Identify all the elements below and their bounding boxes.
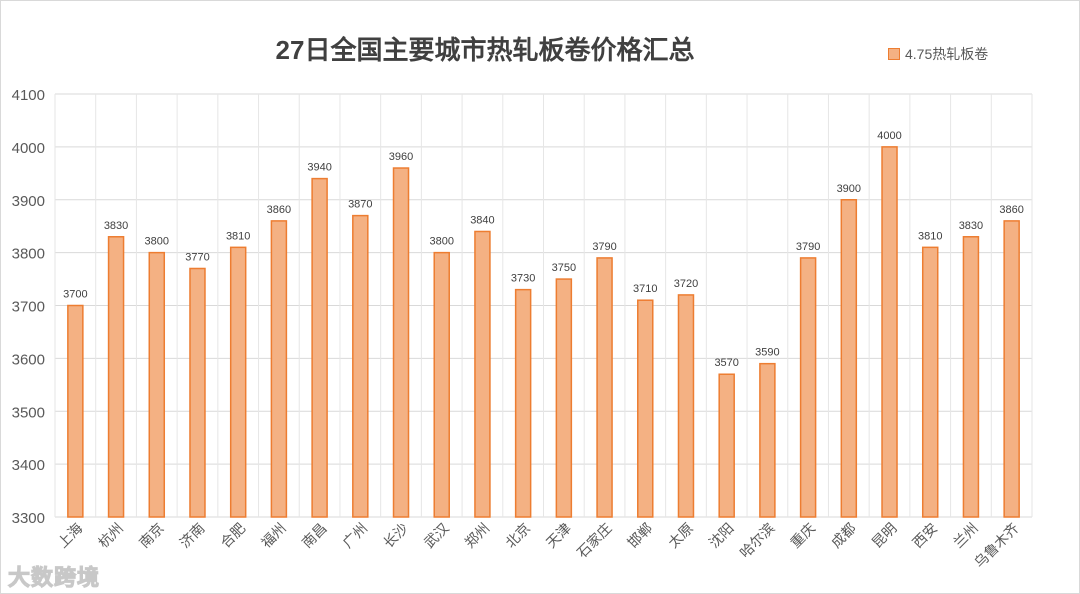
chart-title: 27日全国主要城市热轧板卷价格汇总 xyxy=(275,35,695,65)
bar xyxy=(148,251,166,518)
x-tick-label: 郑州 xyxy=(462,521,493,552)
y-tick-label: 3700 xyxy=(12,299,45,316)
legend-label: 4.75热轧板卷 xyxy=(905,46,989,62)
x-tick-label: 合肥 xyxy=(218,521,249,552)
data-label: 3810 xyxy=(226,230,250,242)
legend: 4.75热轧板卷 xyxy=(888,44,988,64)
x-tick-label: 成都 xyxy=(829,521,860,552)
data-label: 3790 xyxy=(592,241,616,253)
x-tick-label: 沈阳 xyxy=(706,521,737,552)
y-tick-label: 3600 xyxy=(12,351,45,368)
data-label: 3720 xyxy=(674,278,698,290)
bar xyxy=(311,177,328,518)
x-tick-label: 兰州 xyxy=(951,521,982,552)
legend-swatch xyxy=(888,48,900,60)
x-tick-label: 太原 xyxy=(666,521,697,552)
data-label: 3800 xyxy=(429,236,453,248)
data-label: 3860 xyxy=(267,204,291,216)
x-tick-label: 重庆 xyxy=(788,521,819,552)
x-tick-label: 上海 xyxy=(55,521,86,552)
x-tick-label: 北京 xyxy=(503,521,534,552)
bar xyxy=(107,236,125,518)
data-label: 3710 xyxy=(633,283,657,295)
watermark-logo: 大数跨境 xyxy=(7,565,101,591)
y-tick-label: 3500 xyxy=(12,404,45,421)
y-tick-label: 3400 xyxy=(12,457,45,474)
data-label: 3700 xyxy=(63,289,87,301)
data-label: 3960 xyxy=(389,151,413,163)
bar xyxy=(229,246,247,518)
data-label: 3750 xyxy=(552,262,576,274)
data-label: 3860 xyxy=(999,204,1023,216)
y-tick-label: 4000 xyxy=(12,140,45,157)
data-label: 3830 xyxy=(104,220,128,232)
x-tick-label: 广州 xyxy=(340,521,371,552)
bar xyxy=(718,373,735,518)
data-label: 3800 xyxy=(145,236,169,248)
bar xyxy=(921,246,939,518)
x-tick-label: 武汉 xyxy=(421,521,452,552)
bar xyxy=(514,288,532,518)
data-label: 3790 xyxy=(796,241,820,253)
data-label: 3830 xyxy=(959,220,983,232)
bar xyxy=(392,167,410,518)
data-label: 3570 xyxy=(714,357,738,369)
x-tick-label: 乌鲁木齐 xyxy=(972,521,1023,572)
data-label: 3940 xyxy=(307,162,331,174)
bar xyxy=(189,267,206,518)
bar xyxy=(433,251,450,518)
bar xyxy=(962,236,980,518)
bar xyxy=(677,294,695,518)
x-tick-label: 西安 xyxy=(910,521,941,552)
x-tick-label: 石家庄 xyxy=(574,520,616,562)
data-label: 3810 xyxy=(918,230,942,242)
x-tick-label: 天津 xyxy=(544,521,575,552)
x-tick-label: 邯郸 xyxy=(625,521,656,552)
y-tick-label: 3900 xyxy=(12,193,45,210)
data-label: 3730 xyxy=(511,273,535,285)
y-tick-label: 4100 xyxy=(12,87,45,104)
x-tick-label: 昆明 xyxy=(869,521,900,552)
data-label: 3770 xyxy=(185,251,209,263)
x-tick-label: 南京 xyxy=(136,521,167,552)
bar xyxy=(596,257,613,518)
bar xyxy=(67,304,84,518)
x-tick-label: 杭州 xyxy=(96,521,127,552)
data-label: 3590 xyxy=(755,347,779,359)
bar xyxy=(840,199,858,518)
bar xyxy=(352,214,369,518)
data-label: 4000 xyxy=(877,130,901,142)
bar xyxy=(881,146,898,518)
x-tick-label: 哈尔滨 xyxy=(737,521,778,562)
y-tick-label: 3800 xyxy=(12,246,45,263)
bar xyxy=(759,362,776,518)
bar xyxy=(474,230,491,518)
data-label: 3840 xyxy=(470,214,494,226)
x-tick-label: 福州 xyxy=(259,521,290,552)
x-tick-label: 长沙 xyxy=(381,521,412,552)
y-tick-label: 3300 xyxy=(12,510,45,527)
data-label: 3870 xyxy=(348,199,372,211)
bar xyxy=(270,220,288,518)
bar xyxy=(555,278,573,518)
bar xyxy=(1003,220,1020,518)
x-tick-label: 济南 xyxy=(177,521,208,552)
bar xyxy=(799,257,817,518)
bar xyxy=(637,299,654,518)
data-label: 3900 xyxy=(837,183,861,195)
x-tick-label: 南昌 xyxy=(299,521,330,552)
